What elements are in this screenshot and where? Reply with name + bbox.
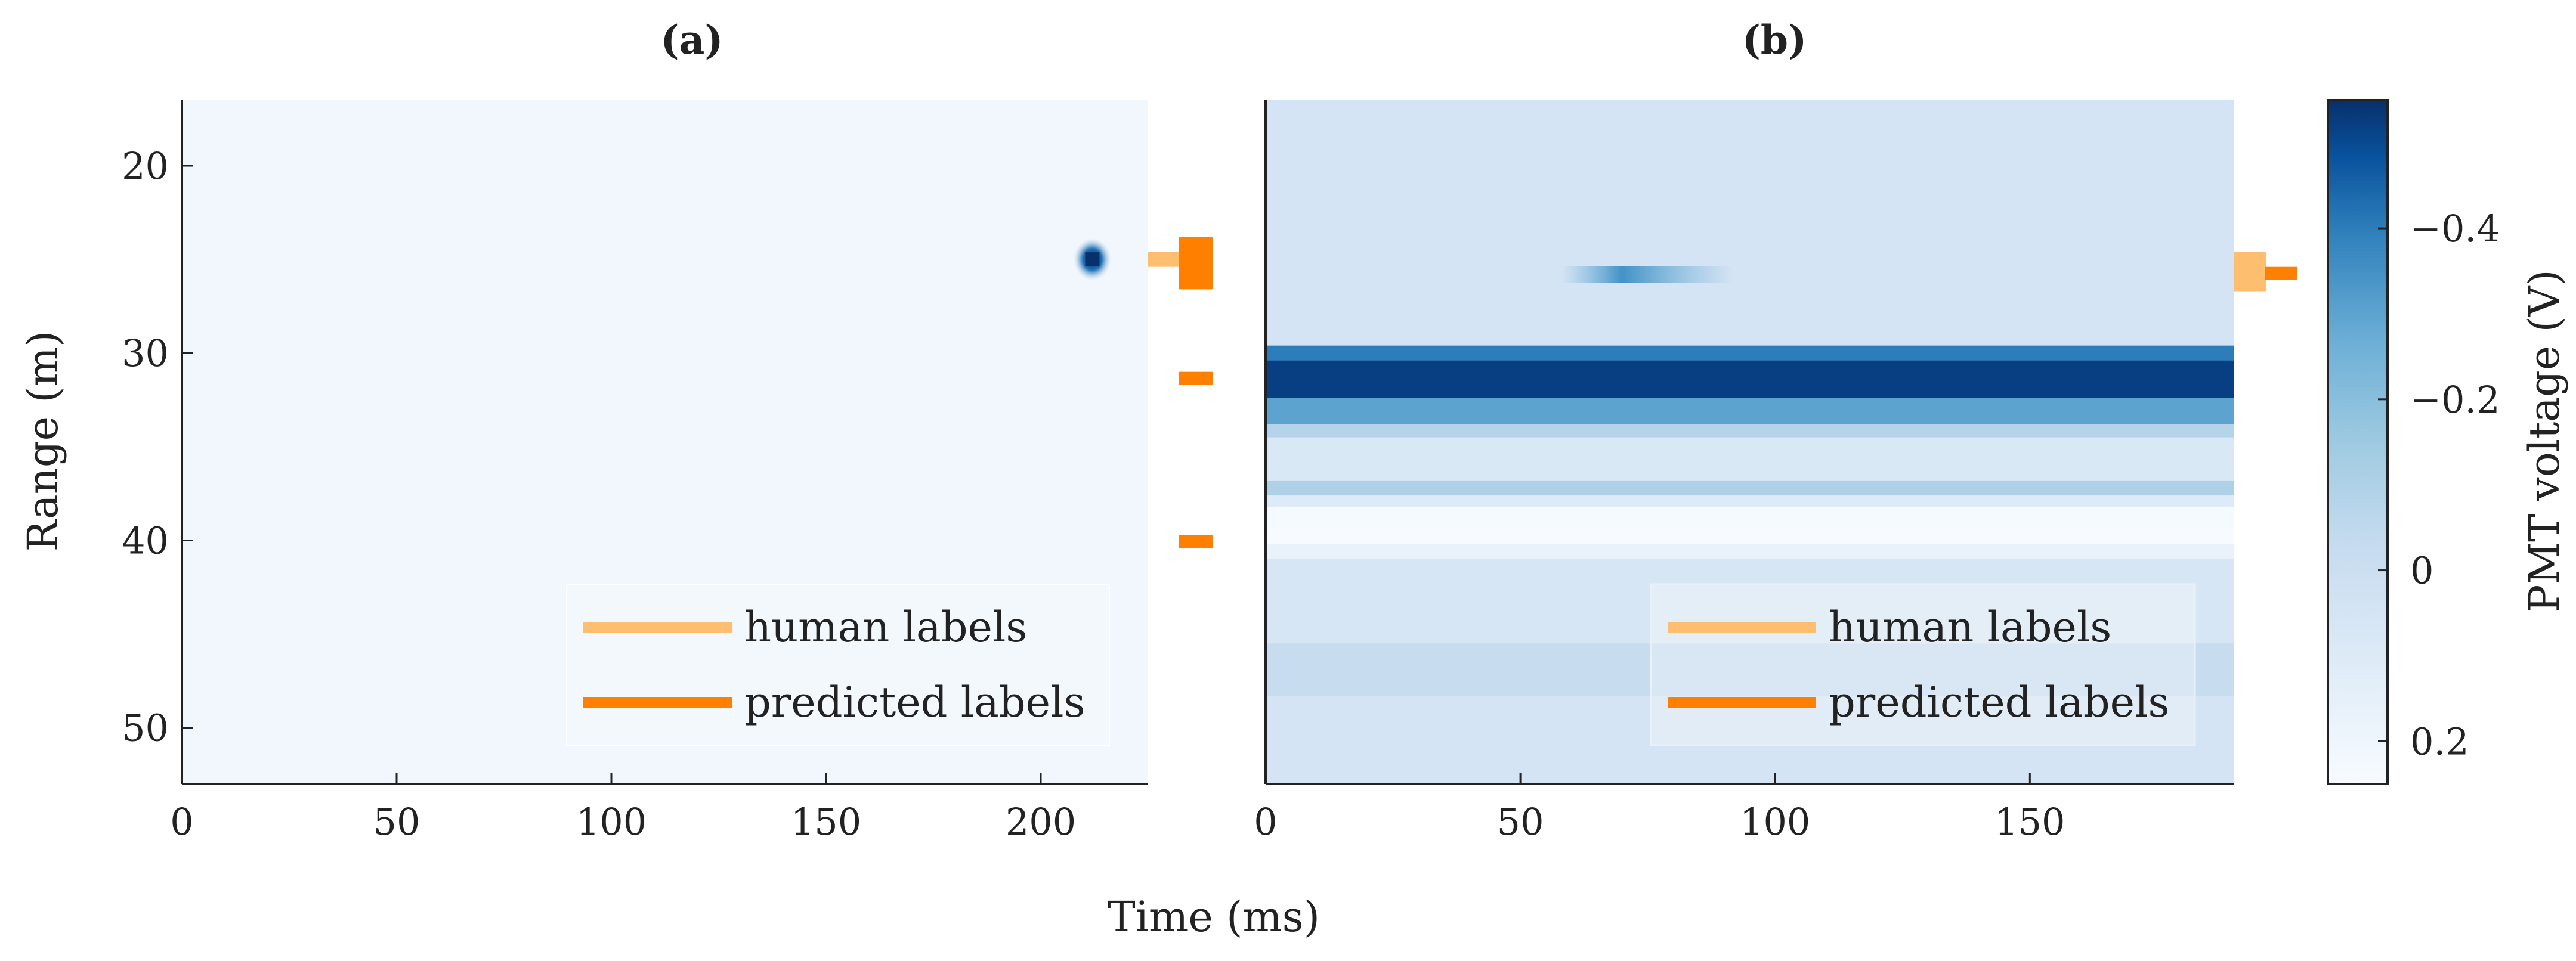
colorbar-tick-label: −0.4 <box>2410 207 2500 250</box>
heatmap-band <box>1266 437 2234 481</box>
faint-streak <box>1561 266 1734 283</box>
panel-b-x-ticks: 0 50 100 150 <box>1254 773 2065 844</box>
heatmap-band <box>1266 398 2234 425</box>
legend-predicted-label: predicted labels <box>1829 678 2169 727</box>
heatmap-band <box>1266 100 2234 346</box>
x-tick-label: 150 <box>1994 800 2065 844</box>
panel-a-y-ticks: 20 30 40 50 <box>122 144 193 750</box>
panel-b-heatmap-bands <box>1266 100 2234 785</box>
x-tick-label: 200 <box>1006 800 1076 844</box>
heatmap-band <box>1266 495 2234 507</box>
y-axis-label: Range (m) <box>18 331 67 552</box>
heatmap-band <box>1266 424 2234 438</box>
colorbar-label: PMT voltage (V) <box>2520 269 2569 612</box>
colorbar-tick-label: −0.2 <box>2410 378 2500 421</box>
colorbar-ticks: −0.4 −0.2 0 0.2 <box>2378 207 2500 763</box>
heatmap-band <box>1266 360 2234 399</box>
y-tick-label: 30 <box>122 331 169 375</box>
heatmap-band <box>1266 696 2234 785</box>
legend-predicted-label: predicted labels <box>744 678 1085 727</box>
heatmap-band <box>1266 345 2234 361</box>
x-tick-label: 50 <box>1497 800 1544 844</box>
heatmap-band <box>1266 529 2234 545</box>
heatmap-band <box>1266 643 2234 696</box>
legend-human-label: human labels <box>1829 603 2111 652</box>
colorbar-tick-label: 0 <box>2410 549 2433 593</box>
legend-human-label: human labels <box>744 603 1027 652</box>
panel-b-features <box>1561 266 1734 283</box>
hotspot-core <box>1085 252 1100 267</box>
panel-b: 0 50 100 150 human labels predicted labels <box>1254 100 2297 844</box>
x-tick-label: 150 <box>791 800 861 844</box>
predicted-label-segment <box>1179 237 1213 290</box>
x-tick-label: 100 <box>576 800 647 844</box>
human-label-segment <box>2234 252 2266 292</box>
x-tick-label: 100 <box>1740 800 1810 844</box>
panel-a-features <box>1073 238 1112 281</box>
panel-a-legend: human labels predicted labels <box>566 584 1110 746</box>
panel-a-x-ticks: 0 50 100 150 200 <box>170 773 1076 844</box>
panel-a: 0 50 100 150 200 20 30 40 50 human labels predi… <box>122 100 1213 844</box>
y-tick-label: 40 <box>122 519 169 562</box>
legend-box <box>1650 583 2196 746</box>
panel-b-label-track <box>2234 252 2297 292</box>
heatmap-band <box>1266 480 2234 496</box>
colorbar: −0.4 −0.2 0 0.2 PMT voltage (V) <box>2327 99 2569 785</box>
predicted-label-segment <box>1179 535 1213 548</box>
x-tick-label: 0 <box>170 800 193 844</box>
panel-a-label-track <box>1148 237 1213 548</box>
x-tick-label: 0 <box>1254 800 1277 844</box>
predicted-label-segment <box>2265 266 2297 280</box>
y-tick-label: 20 <box>122 144 169 188</box>
panel-b-legend: human labels predicted labels <box>1650 583 2196 746</box>
human-label-segment <box>1148 252 1184 267</box>
y-tick-label: 50 <box>122 706 169 750</box>
x-axis-label: Time (ms) <box>1108 892 1320 941</box>
legend-box <box>566 584 1110 746</box>
heatmap-band <box>1266 506 2234 530</box>
predicted-label-segment <box>1179 371 1213 385</box>
heatmap-band <box>1266 544 2234 560</box>
x-tick-label: 50 <box>373 800 420 844</box>
colorbar-tick-label: 0.2 <box>2410 720 2469 763</box>
colorbar-gradient <box>2327 99 2389 785</box>
panel-b-title: (b) <box>1742 17 1807 63</box>
panel-a-title: (a) <box>660 17 723 63</box>
